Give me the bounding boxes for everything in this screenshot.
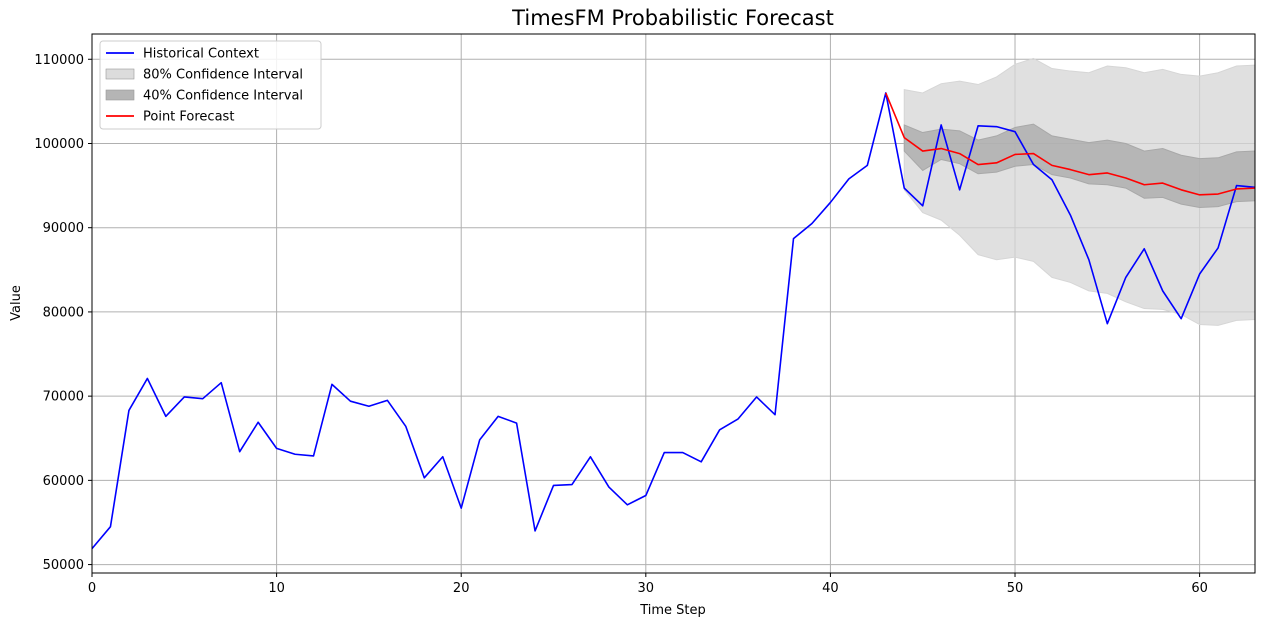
legend: Historical Context 80% Confidence Interva… <box>99 40 322 130</box>
80-confidence-interval-legend-swatch <box>105 68 135 80</box>
x-axis-ticks: 0 10 20 30 40 50 60 <box>88 573 1208 596</box>
legend-box <box>99 40 322 130</box>
x-axis-label: Time Step <box>639 603 706 618</box>
x-tick-label: 0 <box>88 581 96 596</box>
x-tick-label: 30 <box>638 581 655 596</box>
y-tick-label: 80000 <box>43 305 84 320</box>
point-forecast-legend-label: Point Forecast <box>143 110 234 125</box>
40-confidence-interval-legend-swatch <box>105 89 135 101</box>
40-confidence-interval-legend-label: 40% Confidence Interval <box>143 89 303 104</box>
chart-title: TimesFM Probabilistic Forecast <box>511 6 834 30</box>
y-tick-label: 50000 <box>43 558 84 573</box>
x-tick-label: 60 <box>1191 581 1208 596</box>
x-tick-label: 20 <box>453 581 470 596</box>
x-tick-label: 50 <box>1007 581 1024 596</box>
y-tick-label: 90000 <box>43 221 84 236</box>
series-lines <box>91 92 1256 550</box>
point-forecast-line <box>885 92 1256 196</box>
x-tick-label: 40 <box>822 581 839 596</box>
plot-frame <box>91 33 1256 574</box>
y-tick-label: 60000 <box>43 474 84 489</box>
historical-context-legend-label: Historical Context <box>143 47 259 62</box>
historical-context-line <box>91 92 1256 550</box>
y-tick-label: 100000 <box>34 137 84 152</box>
y-tick-label: 110000 <box>34 53 84 68</box>
y-axis-label: Value <box>9 285 24 321</box>
y-tick-label: 70000 <box>43 390 84 405</box>
y-axis-ticks: 50000 60000 70000 80000 90000 100000 110000 <box>34 53 92 573</box>
80-confidence-interval-legend-label: 80% Confidence Interval <box>143 68 303 83</box>
x-tick-label: 10 <box>268 581 285 596</box>
